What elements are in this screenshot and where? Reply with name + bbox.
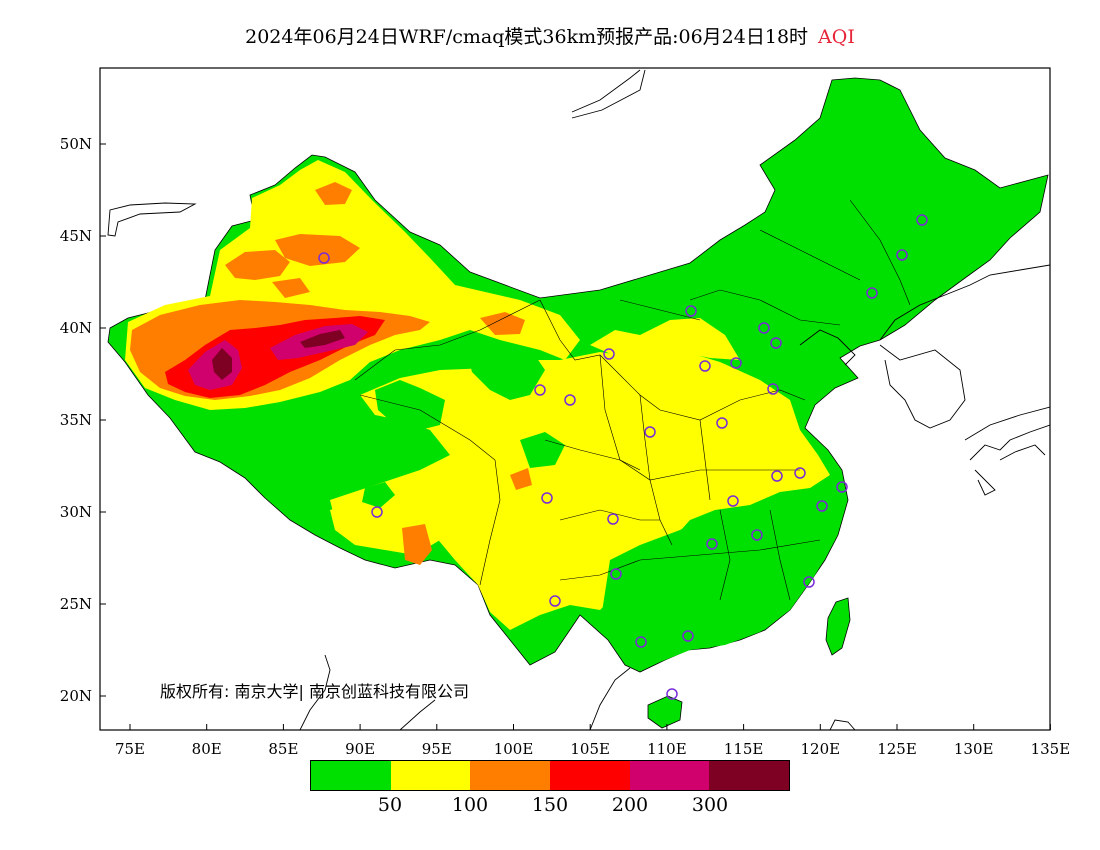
station-marker xyxy=(866,287,878,299)
region-maroon-east xyxy=(300,330,345,348)
station-marker xyxy=(727,495,739,507)
y-tick-label: 30N xyxy=(60,503,92,521)
station-marker xyxy=(896,249,908,261)
neighbor-coastlines xyxy=(107,69,1050,730)
region-orange-small-2 xyxy=(402,524,432,565)
region-orange-north-1 xyxy=(225,250,290,280)
station-marker xyxy=(666,688,678,700)
region-maroon-west xyxy=(212,348,232,380)
x-tick-label: 115E xyxy=(724,740,764,758)
region-orange-east xyxy=(480,312,525,335)
region-green-plateau-2 xyxy=(465,340,545,400)
station-marker xyxy=(751,529,763,541)
x-tick-label: 90E xyxy=(345,740,375,758)
region-green-plateau-3 xyxy=(520,432,565,468)
station-marker xyxy=(771,470,783,482)
title-main: 2024年06月24日WRF/cmaq模式36km预报产品:06月24日18时 xyxy=(245,26,809,48)
station-marker xyxy=(767,383,779,395)
station-marker xyxy=(682,630,694,642)
region-orange-north-3 xyxy=(315,182,352,205)
station-marker xyxy=(549,595,561,607)
y-tick-label: 25N xyxy=(60,595,92,613)
station-marker xyxy=(758,322,770,334)
x-tick-label: 105E xyxy=(570,740,610,758)
x-tick-label: 95E xyxy=(422,740,452,758)
region-green-south xyxy=(600,490,835,670)
station-marker xyxy=(607,513,619,525)
region-orange-small-3 xyxy=(272,278,310,298)
station-marker xyxy=(610,568,622,580)
legend-label: 200 xyxy=(611,794,649,816)
station-markers xyxy=(318,214,928,700)
station-marker xyxy=(794,467,806,479)
y-tick-label: 20N xyxy=(60,687,92,705)
aqi-legend xyxy=(310,760,790,791)
legend-swatch xyxy=(390,761,471,790)
title-product: AQI xyxy=(818,26,855,48)
region-yellow-north-strip xyxy=(590,318,740,360)
station-marker xyxy=(699,360,711,372)
station-marker xyxy=(564,394,576,406)
aqi-legend-labels: 50 100 150 200 300 xyxy=(0,794,1100,818)
region-green-west-patch xyxy=(362,482,395,508)
region-orange-north-2 xyxy=(275,234,360,266)
copyright-text: 版权所有: 南京大学| 南京创蓝科技有限公司 xyxy=(160,682,469,701)
legend-label: 100 xyxy=(451,794,489,816)
station-marker xyxy=(803,576,815,588)
legend-swatch xyxy=(709,761,790,790)
province-boundaries xyxy=(354,199,911,601)
x-axis: 75E 80E 85E 90E 95E 100E 105E 110E 115E 120E 125E 1… xyxy=(115,724,1070,758)
map-frame xyxy=(99,67,1051,731)
region-green-plateau-1 xyxy=(375,380,445,430)
island-hainan xyxy=(647,695,683,729)
station-marker xyxy=(603,348,615,360)
station-marker xyxy=(730,357,742,369)
legend-swatch xyxy=(550,761,630,790)
y-axis: 50N 45N 40N 35N 30N 25N 20N xyxy=(60,135,106,705)
station-marker xyxy=(318,252,330,264)
legend-swatch xyxy=(311,761,391,790)
x-tick-label: 130E xyxy=(954,740,994,758)
region-orange-small-1 xyxy=(510,468,532,490)
x-tick-label: 100E xyxy=(494,740,534,758)
station-marker xyxy=(534,384,546,396)
station-marker xyxy=(816,500,828,512)
station-marker xyxy=(685,305,697,317)
legend-label: 50 xyxy=(377,794,403,816)
legend-swatch xyxy=(629,761,710,790)
station-marker xyxy=(836,481,848,493)
y-tick-label: 45N xyxy=(60,227,92,245)
legend-label: 300 xyxy=(691,794,729,816)
x-tick-label: 80E xyxy=(192,740,222,758)
x-tick-label: 75E xyxy=(115,740,145,758)
station-marker xyxy=(716,417,728,429)
station-marker xyxy=(644,426,656,438)
station-marker xyxy=(541,492,553,504)
x-tick-label: 120E xyxy=(801,740,841,758)
x-tick-label: 125E xyxy=(877,740,917,758)
x-tick-label: 135E xyxy=(1031,740,1071,758)
legend-label: 150 xyxy=(531,794,569,816)
y-tick-label: 35N xyxy=(60,411,92,429)
island-taiwan xyxy=(825,597,851,656)
map-plot-area xyxy=(107,69,1050,730)
station-marker xyxy=(706,538,718,550)
station-marker xyxy=(770,337,782,349)
y-tick-label: 50N xyxy=(60,135,92,153)
x-tick-label: 85E xyxy=(268,740,298,758)
station-marker xyxy=(635,636,647,648)
y-tick-label: 40N xyxy=(60,319,92,337)
x-tick-label: 110E xyxy=(647,740,687,758)
legend-swatch xyxy=(470,761,551,790)
region-yellow-central xyxy=(330,350,830,630)
station-marker xyxy=(371,506,383,518)
map-title: 2024年06月24日WRF/cmaq模式36km预报产品:06月24日18时 A… xyxy=(0,22,1100,49)
station-marker xyxy=(916,214,928,226)
